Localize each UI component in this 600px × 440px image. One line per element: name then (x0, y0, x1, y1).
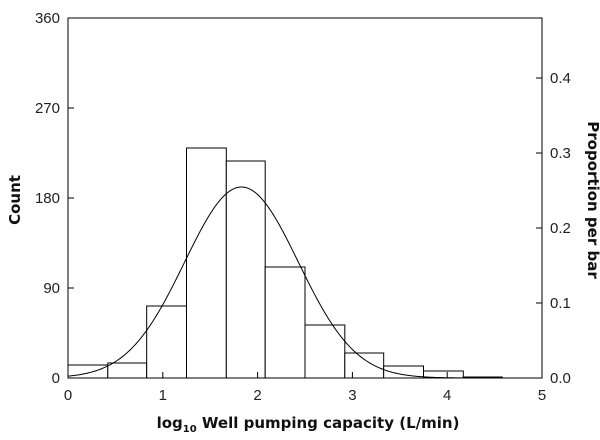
histogram-bar (264, 266, 306, 379)
x-tick-label: 5 (538, 387, 546, 404)
right-tick-label: 0.2 (550, 220, 571, 237)
bars-group (67, 147, 503, 379)
left-tick-label: 90 (43, 280, 60, 297)
histogram-bar (146, 305, 188, 379)
histogram-bar (67, 364, 109, 379)
x-tick-label: 0 (64, 387, 72, 404)
histogram-bar (225, 160, 266, 379)
left-tick-label: 270 (35, 100, 60, 117)
right-tick-label: 0.4 (550, 70, 571, 87)
right-tick-label: 0.1 (550, 295, 571, 312)
left-tick-label: 0 (52, 370, 60, 387)
x-axis-title: log10 Well pumping capacity (L/min) (157, 414, 460, 435)
histogram-bar (344, 352, 385, 379)
histogram-bar (304, 324, 346, 379)
histogram-bar (186, 147, 227, 379)
left-tick-label: 360 (35, 10, 60, 27)
right-tick-label: 0.3 (550, 145, 571, 162)
x-tick-label: 1 (159, 387, 167, 404)
x-tick-label: 4 (443, 387, 451, 404)
histogram-bar (107, 362, 148, 379)
left-tick-label: 180 (35, 190, 60, 207)
x-tick-label: 2 (253, 387, 261, 404)
x-axis-ticks: 0 1 2 3 4 5 (64, 372, 546, 404)
right-axis-title: Proportion per bar (584, 121, 600, 279)
right-axis-ticks: 0.0 0.1 0.2 0.3 0.4 (536, 70, 571, 387)
x-tick-label: 3 (348, 387, 356, 404)
left-axis-ticks: 0 90 180 270 360 (35, 10, 74, 387)
right-tick-label: 0.0 (550, 370, 571, 387)
left-axis-title: Count (6, 175, 24, 225)
